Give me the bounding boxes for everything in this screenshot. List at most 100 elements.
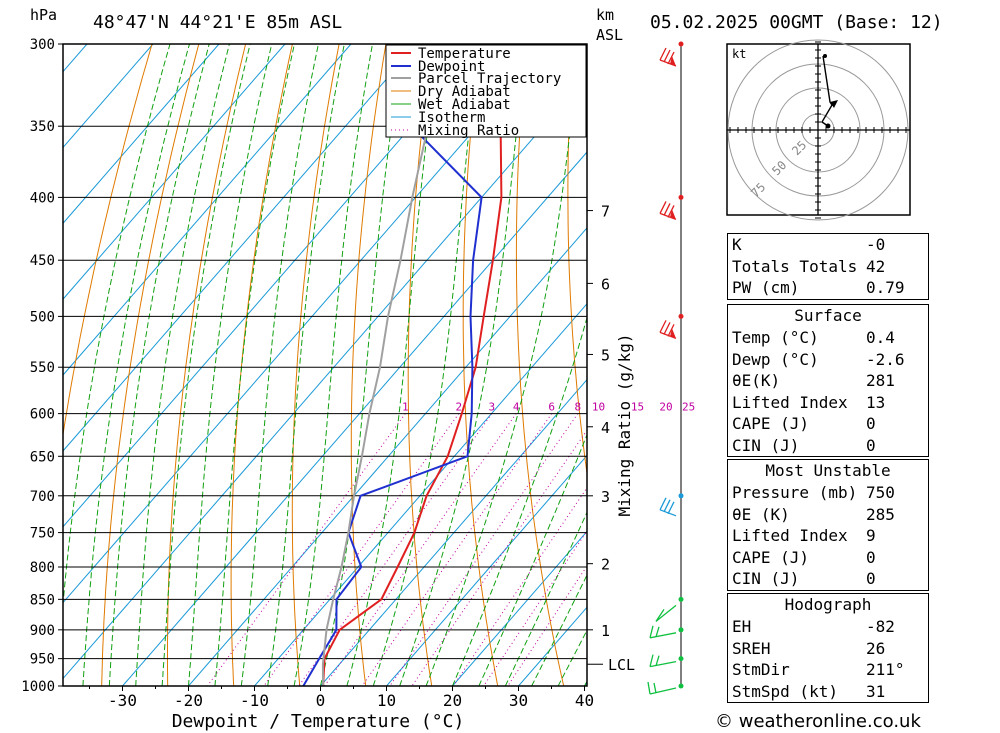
temperature-tick-label: 30 — [509, 691, 528, 710]
mixing-ratio-label: 8 — [574, 401, 581, 414]
wind-barb — [659, 47, 677, 67]
hodograph-row: EH -82 — [728, 616, 928, 638]
wind-barb — [659, 320, 677, 339]
surface-row-label: Lifted Index — [732, 392, 848, 412]
credit-text: © weatheronline.co.uk — [715, 711, 921, 732]
mixing-ratio-label: 10 — [592, 401, 605, 414]
isotherm-line — [63, 44, 484, 528]
wind-barb-dot — [678, 194, 684, 200]
wet-adiabat-line — [267, 44, 345, 686]
km-tick-label: 1 — [601, 622, 610, 640]
legend-dry-adiabat: Dry Adiabat — [418, 84, 511, 100]
unstable-row-value: 0 — [866, 569, 876, 588]
legend-wet-adiabat: Wet Adiabat — [418, 97, 511, 113]
surface-table: Surface Temp (°C) 0.4 Dewp (°C) -2.6 θE(K) 28… — [727, 304, 929, 457]
mixing-ratio-line — [324, 413, 517, 686]
pressure-tick-label: 650 — [30, 449, 55, 465]
most-unstable-table: Most Unstable Pressure (mb) 750 θE (K) 285 L… — [727, 459, 929, 591]
mixing-ratio-label: 3 — [489, 401, 496, 414]
wet-adiabat-line — [452, 315, 587, 686]
isotherm-line — [188, 227, 587, 686]
temperature-tick-label: 40 — [575, 691, 594, 710]
unstable-row-label: CIN (J) — [732, 569, 800, 588]
x-axis-label: Dewpoint / Temperature (°C) — [172, 711, 465, 732]
pressure-tick-label: 750 — [30, 526, 55, 542]
series-temperature — [322, 44, 544, 686]
series-parcel-trajectory — [321, 44, 451, 686]
km-tick-label: 3 — [601, 488, 610, 506]
legend-parcel: Parcel Trajectory — [418, 71, 561, 87]
location-title: 48°47'N 44°21'E 85m ASL — [93, 12, 343, 33]
mixing-ratio-line — [361, 413, 553, 686]
pressure-tick-label: 500 — [30, 309, 55, 325]
surface-row-label: Dewp (°C) — [732, 349, 819, 369]
surface-row: θE(K) 281 — [728, 370, 928, 392]
hodograph-row: StmSpd (kt) 31 — [728, 681, 928, 703]
dry-adiabat-line — [230, 44, 293, 686]
pressure-tick-label: 350 — [30, 119, 55, 135]
wind-barb — [647, 681, 677, 695]
mixing-ratio-line — [452, 486, 587, 686]
pressure-tick-label: 600 — [30, 407, 55, 423]
mixing-ratio-line — [389, 413, 579, 686]
surface-row-value: 0 — [866, 435, 876, 455]
hodograph-row-label: EH — [732, 617, 752, 636]
k-value: -0 — [866, 235, 886, 254]
unstable-row-label: θE (K) — [732, 504, 790, 524]
surface-row: Dewp (°C) -2.6 — [728, 349, 928, 371]
pressure-tick-label: 800 — [30, 560, 55, 576]
hodograph-row-value: 31 — [866, 681, 886, 701]
surface-row: CAPE (J) 0 — [728, 413, 928, 435]
wind-barbs — [647, 41, 684, 695]
dry-adiabat-line — [101, 44, 200, 686]
isotherm-line — [63, 44, 550, 604]
dry-adiabat-line — [947, 44, 1000, 686]
wind-barb-dot — [678, 596, 684, 602]
surface-row-label: CIN (J) — [732, 435, 800, 455]
pressure-tick-label: 400 — [30, 190, 55, 206]
lcl-label: LCL — [608, 656, 635, 674]
mixing-ratio-label: 2 — [455, 401, 462, 414]
hodograph-row-label: SREH — [732, 638, 771, 658]
hodograph: kt 25 50 75 — [726, 39, 911, 221]
dry-adiabat-line — [994, 44, 1000, 686]
mixing-ratio-label: 20 — [659, 401, 672, 414]
hodograph-row: SREH 26 — [728, 638, 928, 660]
isotherm-line — [63, 44, 220, 225]
pw-label: PW (cm) — [732, 278, 800, 297]
temperature-tick-label: -20 — [174, 691, 203, 710]
wind-barb — [659, 497, 677, 517]
temperature-tick-label: -10 — [240, 691, 269, 710]
dry-adiabat-line — [63, 44, 153, 438]
wind-barb — [649, 654, 677, 668]
mixing-ratio-axis-label: Mixing Ratio (g/kg) — [615, 333, 634, 516]
isotherm-line — [122, 151, 587, 686]
surface-row-value: 0.4 — [866, 328, 895, 347]
mixing-ratio-label: 4 — [513, 401, 520, 414]
km-unit-label: km — [596, 6, 615, 24]
wet-adiabat-line — [214, 44, 295, 686]
dry-adiabat-line — [407, 44, 434, 686]
plot-frame — [62, 43, 588, 687]
mixing-ratio-line — [483, 530, 587, 686]
legend-dewpoint: Dewpoint — [418, 59, 485, 75]
temperature-tick-label: 0 — [316, 691, 326, 710]
isotherm-line — [63, 44, 418, 452]
wind-barb — [655, 604, 677, 622]
unstable-row: CIN (J) 0 — [728, 568, 928, 590]
isotherm-line — [63, 44, 286, 300]
isotherm-line — [386, 454, 587, 686]
indices-table: K -0 Totals Totals 42 PW (cm) 0.79 — [727, 233, 929, 300]
wind-barb-dot — [678, 683, 684, 689]
surface-row-value: -2.6 — [866, 349, 905, 369]
surface-row-value: 13 — [866, 392, 886, 412]
unstable-row-label: Pressure (mb) — [732, 483, 858, 502]
surface-row-value: 281 — [866, 371, 895, 390]
wind-barb — [659, 201, 677, 221]
wind-barb-dot — [678, 313, 684, 319]
pressure-unit-label: hPa — [30, 6, 58, 24]
pressure-tick-label: 850 — [30, 592, 55, 608]
unstable-row: Pressure (mb) 750 — [728, 482, 928, 504]
isotherm-line — [320, 378, 587, 686]
wet-adiabat-line — [425, 44, 581, 686]
